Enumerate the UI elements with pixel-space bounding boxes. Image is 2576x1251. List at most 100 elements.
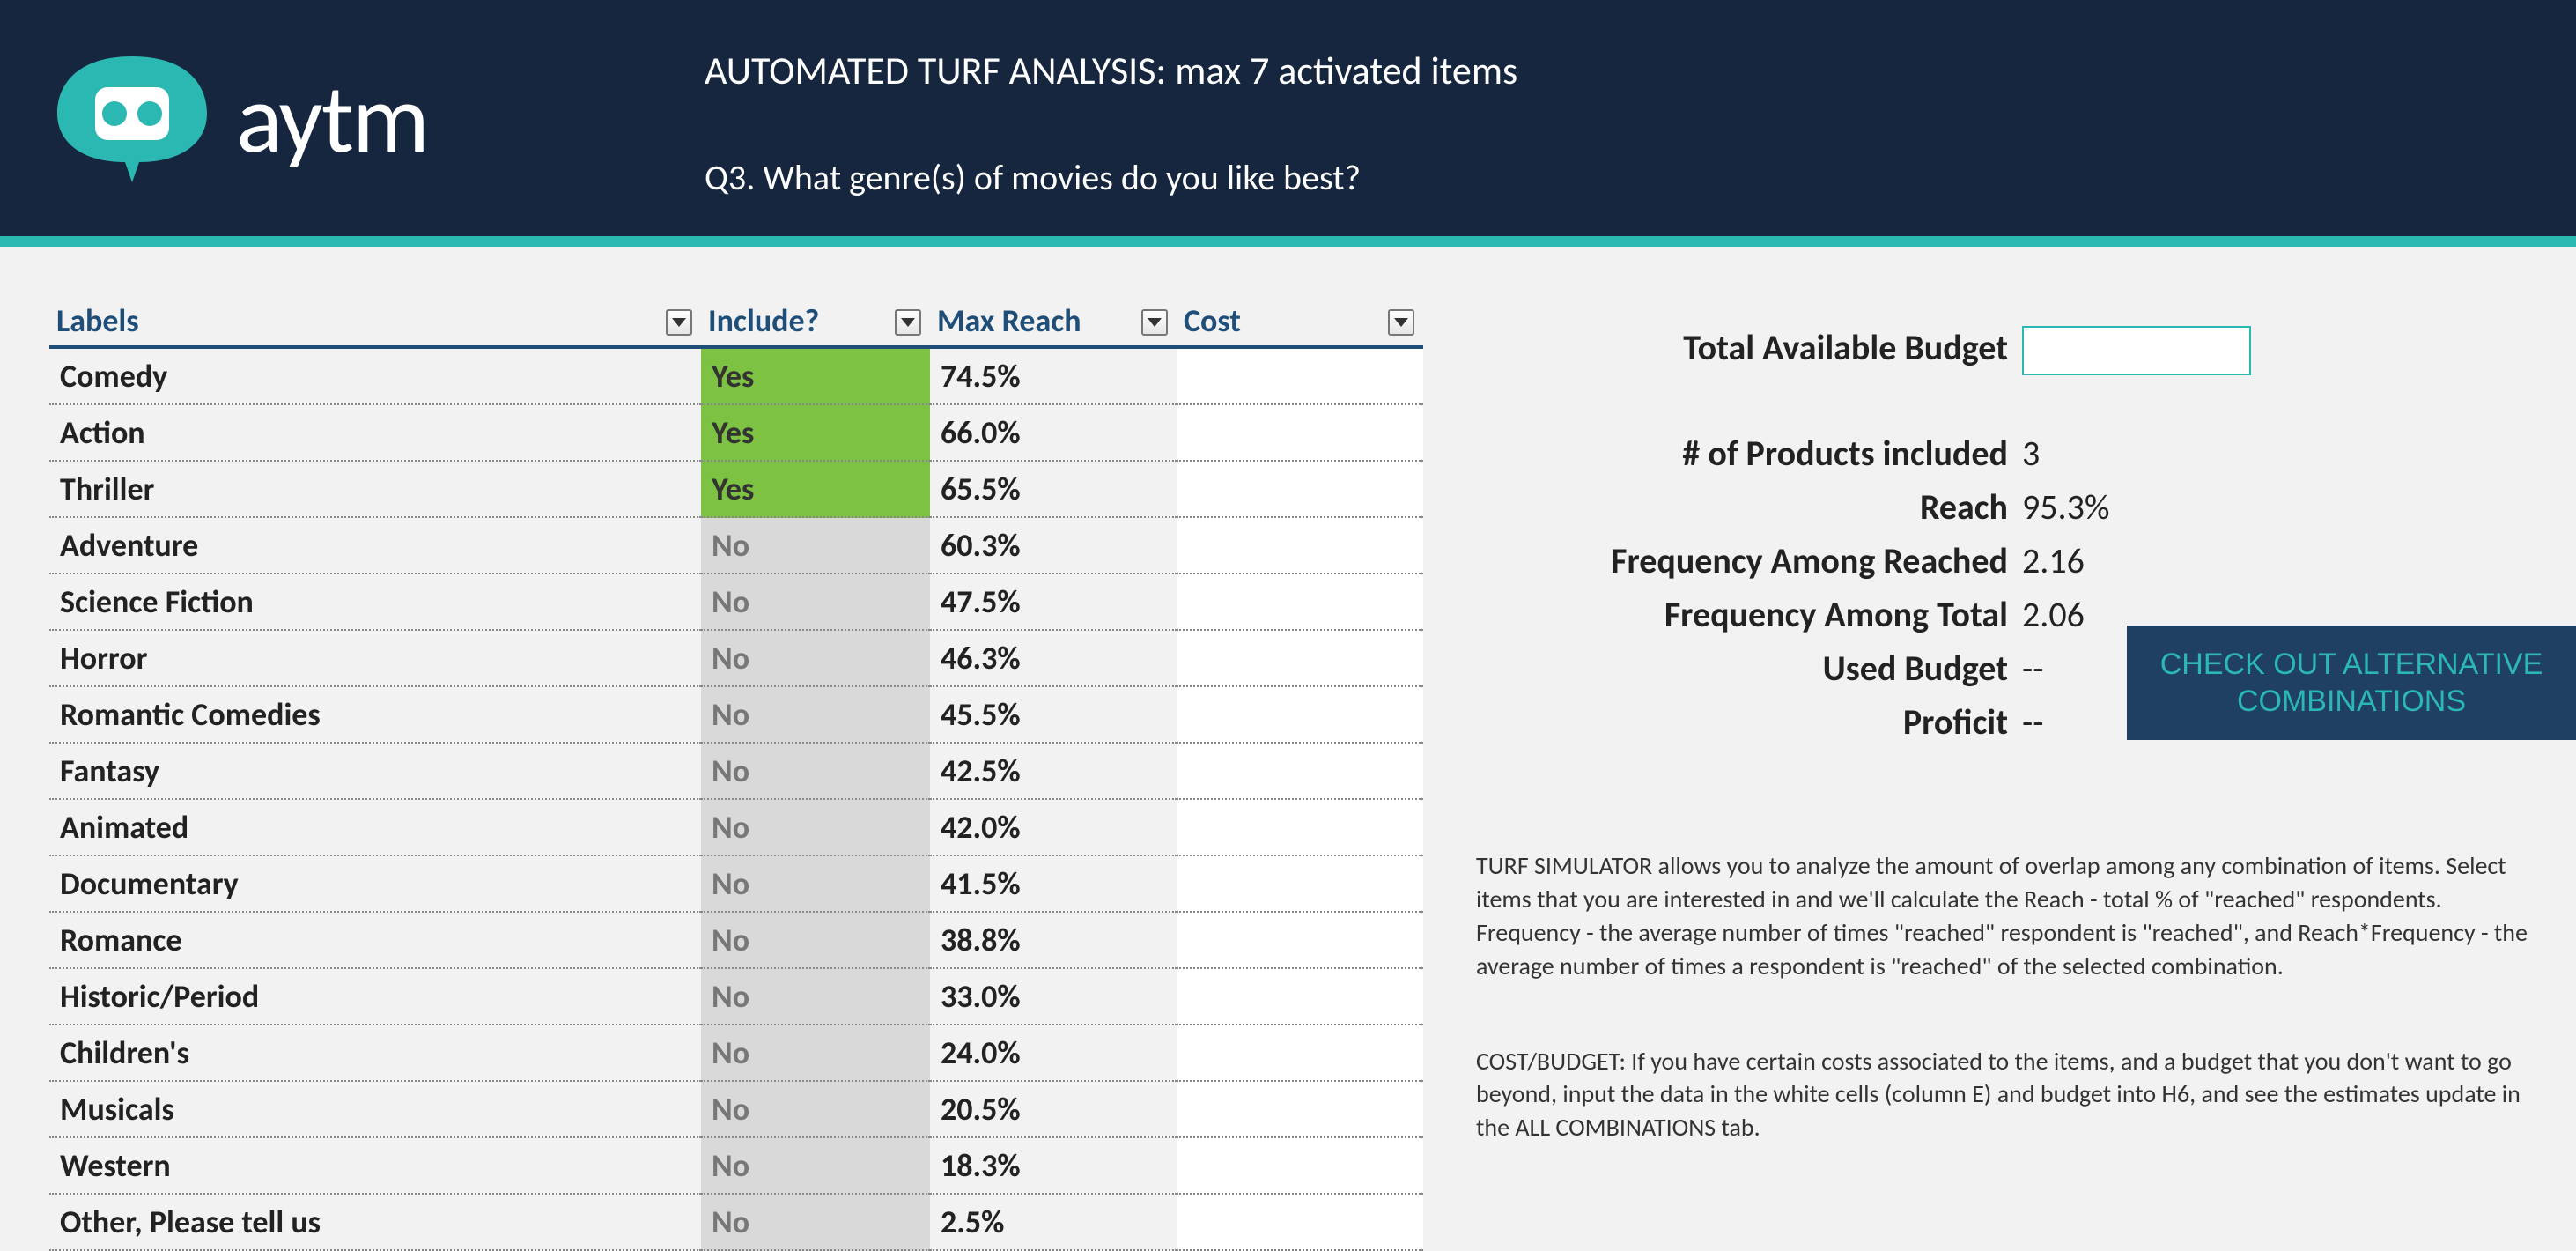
table-body: ComedyYes74.5%ActionYes66.0%ThrillerYes6… (49, 349, 1423, 1251)
cell-cost[interactable] (1177, 913, 1423, 969)
cell-cost[interactable] (1177, 462, 1423, 518)
cell-max-reach: 42.0% (930, 800, 1177, 856)
col-header-label: Max Reach (937, 301, 1081, 340)
filter-dropdown-icon[interactable] (1388, 309, 1414, 336)
cell-max-reach: 46.3% (930, 631, 1177, 687)
filter-dropdown-icon[interactable] (895, 309, 921, 336)
table-row: RomanceNo38.8% (49, 913, 1423, 969)
stat-label-reach: Reach (1476, 485, 2022, 529)
cell-label: Action (49, 405, 701, 462)
table-row: MusicalsNo20.5% (49, 1082, 1423, 1138)
stat-value-total-budget (2022, 326, 2269, 375)
cell-max-reach: 38.8% (930, 913, 1177, 969)
cell-label: Romantic Comedies (49, 687, 701, 744)
cell-max-reach: 60.3% (930, 518, 1177, 574)
cell-label: Animated (49, 800, 701, 856)
col-header-maxreach[interactable]: Max Reach (930, 300, 1177, 345)
cell-max-reach: 20.5% (930, 1082, 1177, 1138)
filter-dropdown-icon[interactable] (1141, 309, 1168, 336)
table-row: AdventureNo60.3% (49, 518, 1423, 574)
cell-include[interactable]: Yes (701, 462, 930, 518)
cell-include[interactable]: No (701, 687, 930, 744)
stat-value-products: 3 (2022, 432, 2269, 475)
cell-include[interactable]: No (701, 1138, 930, 1195)
cell-include[interactable]: Yes (701, 405, 930, 462)
help-paragraph: TURF SIMULATOR allows you to analyze the… (1476, 849, 2550, 982)
button-label: CHECK OUT ALTERNATIVE COMBINATIONS (2127, 646, 2576, 721)
cell-cost[interactable] (1177, 631, 1423, 687)
cell-label: Historic/Period (49, 969, 701, 1025)
cell-include[interactable]: Yes (701, 349, 930, 405)
cell-cost[interactable] (1177, 349, 1423, 405)
cell-include[interactable]: No (701, 744, 930, 800)
cell-include[interactable]: No (701, 1195, 930, 1251)
stat-value-reach: 95.3% (2022, 485, 2269, 529)
table-row: ThrillerYes65.5% (49, 462, 1423, 518)
table-row: HorrorNo46.3% (49, 631, 1423, 687)
cell-include[interactable]: No (701, 1082, 930, 1138)
table-row: WesternNo18.3% (49, 1138, 1423, 1195)
cell-max-reach: 45.5% (930, 687, 1177, 744)
help-text: TURF SIMULATOR allows you to analyze the… (1476, 849, 2558, 1144)
cell-cost[interactable] (1177, 687, 1423, 744)
table-row: Science FictionNo47.5% (49, 574, 1423, 631)
cell-cost[interactable] (1177, 969, 1423, 1025)
check-alternatives-button[interactable]: CHECK OUT ALTERNATIVE COMBINATIONS (2127, 626, 2576, 740)
table-row: FantasyNo42.5% (49, 744, 1423, 800)
cell-include[interactable]: No (701, 969, 930, 1025)
cell-label: Documentary (49, 856, 701, 913)
table-row: ComedyYes74.5% (49, 349, 1423, 405)
page-subtitle: Q3. What genre(s) of movies do you like … (705, 156, 1517, 199)
col-header-label: Labels (56, 301, 139, 340)
table-header-row: Labels Include? Max Reach Cost (49, 300, 1423, 349)
stat-value-freq-reached: 2.16 (2022, 539, 2269, 582)
total-budget-input[interactable] (2022, 326, 2251, 375)
cell-include[interactable]: No (701, 913, 930, 969)
cell-include[interactable]: No (701, 800, 930, 856)
cell-cost[interactable] (1177, 574, 1423, 631)
cell-include[interactable]: No (701, 1025, 930, 1082)
stat-label-total-budget: Total Available Budget (1476, 326, 2022, 375)
cell-cost[interactable] (1177, 1025, 1423, 1082)
cell-include[interactable]: No (701, 518, 930, 574)
cell-cost[interactable] (1177, 405, 1423, 462)
cell-label: Western (49, 1138, 701, 1195)
table-row: Historic/PeriodNo33.0% (49, 969, 1423, 1025)
col-header-label: Cost (1184, 301, 1241, 340)
cell-label: Romance (49, 913, 701, 969)
cell-cost[interactable] (1177, 1138, 1423, 1195)
cell-include[interactable]: No (701, 574, 930, 631)
cell-cost[interactable] (1177, 1195, 1423, 1251)
cell-cost[interactable] (1177, 518, 1423, 574)
stat-label-freq-total: Frequency Among Total (1476, 593, 2022, 636)
col-header-labels[interactable]: Labels (49, 300, 701, 345)
table-row: DocumentaryNo41.5% (49, 856, 1423, 913)
stat-label-products: # of Products included (1476, 432, 2022, 475)
col-header-include[interactable]: Include? (701, 300, 930, 345)
filter-dropdown-icon[interactable] (666, 309, 692, 336)
cell-max-reach: 2.5% (930, 1195, 1177, 1251)
cell-max-reach: 41.5% (930, 856, 1177, 913)
cell-max-reach: 42.5% (930, 744, 1177, 800)
cell-max-reach: 24.0% (930, 1025, 1177, 1082)
brand-logo-text: aytm (236, 59, 428, 178)
help-paragraph: COST/BUDGET: If you have certain costs a… (1476, 1045, 2550, 1144)
cell-cost[interactable] (1177, 744, 1423, 800)
cell-label: Comedy (49, 349, 701, 405)
cell-max-reach: 65.5% (930, 462, 1177, 518)
app-header: aytm AUTOMATED TURF ANALYSIS: max 7 acti… (0, 0, 2576, 247)
cell-max-reach: 74.5% (930, 349, 1177, 405)
cell-max-reach: 18.3% (930, 1138, 1177, 1195)
cell-include[interactable]: No (701, 631, 930, 687)
brand-logo: aytm (0, 0, 705, 236)
cell-include[interactable]: No (701, 856, 930, 913)
cell-cost[interactable] (1177, 1082, 1423, 1138)
col-header-cost[interactable]: Cost (1177, 300, 1423, 345)
cell-cost[interactable] (1177, 856, 1423, 913)
brand-logo-icon (53, 52, 211, 184)
cell-label: Horror (49, 631, 701, 687)
cell-cost[interactable] (1177, 800, 1423, 856)
table-row: AnimatedNo42.0% (49, 800, 1423, 856)
cell-label: Adventure (49, 518, 701, 574)
table-row: Children'sNo24.0% (49, 1025, 1423, 1082)
